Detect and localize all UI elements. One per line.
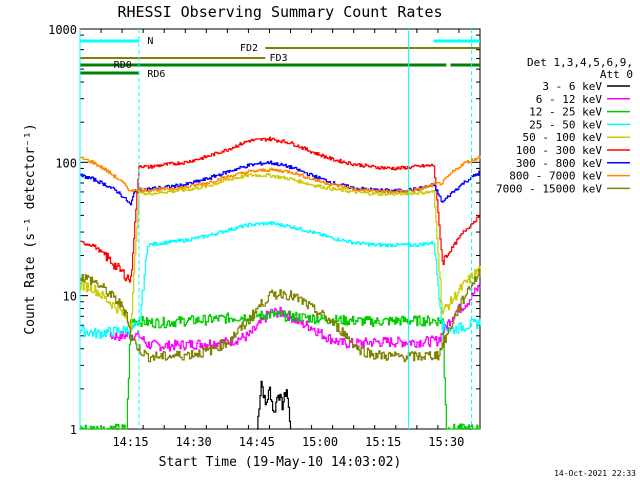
x-tick-label: 15:30 [428,435,464,449]
time-bar-label: N [147,36,153,47]
x-tick-label: 15:15 [365,435,401,449]
legend-label: 300 - 800 keV [516,157,602,170]
legend-header-attenuator: Att 0 [600,68,633,81]
y-tick-label: 100 [55,156,77,170]
series-line [80,160,481,206]
series-line [109,284,481,352]
legend-label: 12 - 25 keV [529,106,602,119]
flags-layer: N FD2 FD3 RD0 RD6 [79,29,480,429]
legend-label: 100 - 300 keV [516,144,602,157]
time-bar-label: FD3 [269,53,287,64]
y-tick-label: 10 [63,290,77,304]
x-axis-label: Start Time (19-May-10 14:03:02) [159,455,402,470]
legend-label: 3 - 6 keV [542,80,602,93]
chart-title: RHESSI Observing Summary Count Rates [117,3,442,21]
time-bar-label: RD0 [114,60,132,71]
x-tick-label: 14:45 [239,435,275,449]
y-axis: Count Rate (s⁻¹ detector⁻¹) 1 10 100 1000 [23,23,480,437]
series-layer [80,136,481,430]
legend-label: 7000 - 15000 keV [496,182,602,195]
x-axis: Start Time (19-May-10 14:03:02) 14:15 14:… [79,29,481,470]
legend-label: 800 - 7000 keV [509,170,602,183]
legend-label: 6 - 12 keV [536,93,603,106]
series-line [80,268,481,363]
series-line [80,221,481,339]
timestamp: 14-Oct-2021 22:33 [554,469,636,478]
legend-label: 25 - 50 keV [529,118,602,131]
time-bar-label: FD2 [240,43,258,54]
legend-label: 50 - 100 keV [523,131,603,144]
x-tick-label: 14:15 [112,435,148,449]
x-tick-label: 15:00 [302,435,338,449]
time-bar-label: RD6 [147,69,165,80]
plot-frame [79,28,481,430]
series-line [256,380,292,430]
series-line [80,136,481,283]
plot-area [79,28,481,430]
x-tick-label: 14:30 [176,435,212,449]
y-axis-label: Count Rate (s⁻¹ detector⁻¹) [23,123,38,334]
series-line [80,155,481,194]
y-tick-label: 1000 [48,23,77,37]
legend-header-detectors: Det 1,3,4,5,6,9, [527,56,633,69]
y-tick-label: 1 [70,423,77,437]
series-line [80,310,480,430]
